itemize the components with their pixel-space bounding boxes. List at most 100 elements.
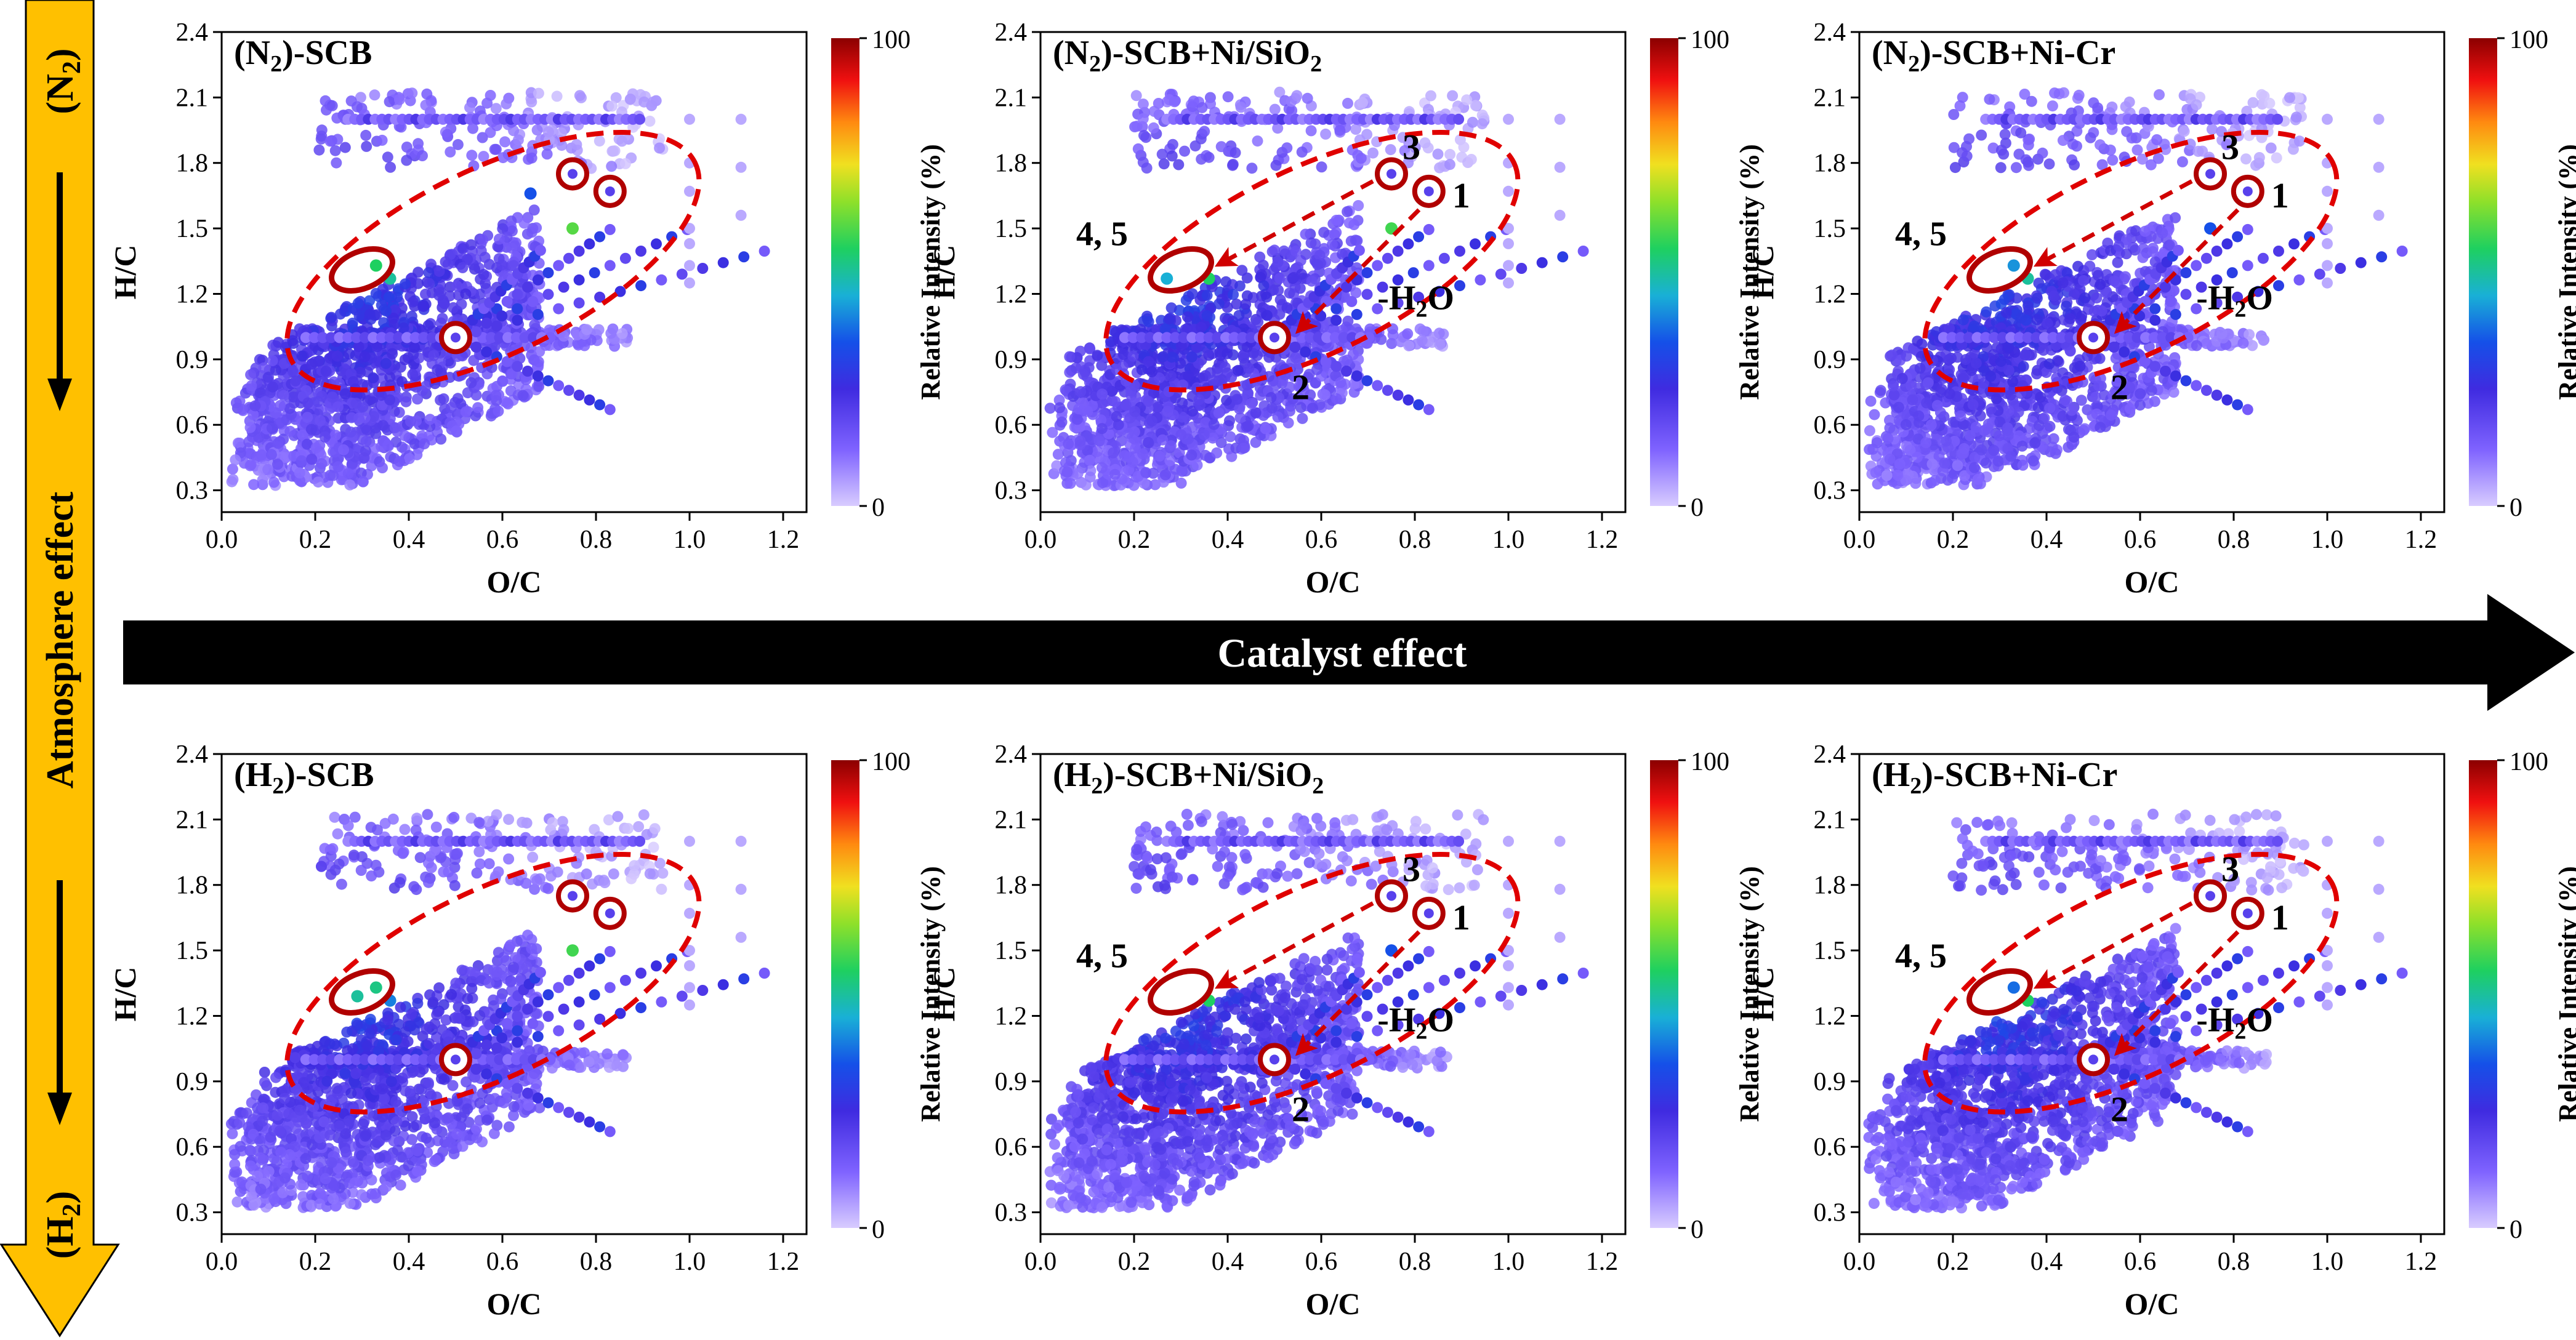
data-point — [1281, 142, 1293, 154]
data-point — [541, 148, 553, 160]
data-point — [1963, 133, 1975, 145]
data-point — [1475, 274, 1486, 286]
data-point — [230, 397, 242, 409]
data-point — [1407, 267, 1419, 279]
data-point — [262, 463, 274, 475]
data-point — [392, 291, 403, 303]
data-point — [542, 267, 554, 279]
data-point — [526, 96, 537, 108]
data-point — [1353, 200, 1364, 211]
data-point — [2048, 433, 2059, 444]
data-point — [1152, 402, 1163, 413]
data-point — [1111, 411, 1122, 422]
marker-label-2: 2 — [1292, 367, 1310, 407]
y-tick-label: 0.9 — [995, 346, 1028, 374]
data-point — [2170, 212, 2181, 223]
data-point — [445, 402, 457, 414]
data-point — [272, 438, 284, 449]
data-point — [1413, 399, 1425, 411]
data-point — [1198, 429, 1210, 441]
data-point — [377, 462, 388, 473]
data-point — [256, 449, 267, 461]
data-point — [2015, 127, 2027, 138]
cluster-label: 4, 5 — [1076, 215, 1128, 253]
data-point — [1246, 398, 1257, 409]
data-point — [1503, 260, 1514, 271]
data-point — [309, 340, 321, 352]
data-point — [479, 252, 491, 263]
data-point — [2240, 153, 2252, 165]
data-point — [466, 150, 478, 161]
data-point — [364, 295, 376, 307]
data-point — [1163, 401, 1175, 413]
data-point — [358, 452, 370, 463]
arrow-3-to-4-5 — [1214, 179, 1374, 267]
data-point — [684, 277, 695, 289]
data-point — [1173, 447, 1185, 459]
data-point — [2031, 314, 2043, 326]
data-point — [306, 454, 318, 465]
data-point — [1250, 436, 1262, 448]
data-point — [245, 369, 257, 380]
data-point — [610, 92, 622, 103]
data-point — [1231, 299, 1242, 310]
data-point — [1072, 468, 1084, 479]
data-point — [1195, 321, 1207, 333]
colorbar-max-label: 100 — [872, 26, 911, 54]
data-point — [510, 332, 522, 343]
data-point — [1274, 86, 1286, 98]
marker-center — [568, 169, 578, 179]
data-point — [1096, 423, 1108, 435]
data-point — [390, 436, 402, 448]
data-point — [581, 324, 593, 335]
data-point — [1330, 227, 1342, 238]
data-point — [433, 289, 445, 301]
data-point — [1454, 280, 1465, 292]
data-point — [359, 412, 371, 423]
data-point — [485, 332, 497, 343]
data-point — [594, 231, 606, 243]
data-point — [1173, 159, 1185, 171]
data-point — [1252, 316, 1264, 328]
data-point — [1203, 332, 1215, 343]
data-point — [1291, 90, 1303, 102]
data-point — [1186, 332, 1198, 343]
data-point — [532, 274, 544, 286]
data-point — [1320, 128, 1332, 140]
data-point — [2292, 92, 2304, 103]
data-point — [460, 288, 472, 300]
data-point — [1314, 249, 1326, 261]
data-point — [234, 438, 246, 449]
y-tick-label: 1.5 — [176, 215, 209, 243]
data-point — [2075, 395, 2087, 406]
data-point — [400, 278, 411, 290]
data-point — [478, 151, 489, 162]
data-point — [1258, 280, 1270, 292]
data-point — [1169, 332, 1181, 343]
data-point — [1109, 396, 1121, 407]
data-point — [1438, 252, 1450, 264]
data-point — [506, 243, 518, 254]
catalyst-effect-label: Catalyst effect — [1218, 631, 1467, 676]
data-point — [1467, 116, 1478, 128]
data-point — [735, 209, 747, 221]
data-point — [412, 393, 423, 405]
data-point — [1930, 475, 1941, 486]
data-point — [1392, 390, 1404, 401]
data-point — [1988, 444, 2000, 456]
data-point — [2100, 287, 2112, 299]
y-tick-label: 0.6 — [176, 411, 209, 439]
x-axis-label: O/C — [487, 564, 542, 599]
data-point — [1266, 403, 1278, 414]
data-point — [2287, 143, 2299, 155]
data-point — [353, 310, 365, 321]
data-point — [1300, 228, 1311, 240]
data-point — [1869, 409, 1880, 420]
data-point — [328, 470, 339, 481]
data-point — [512, 134, 524, 146]
data-point — [296, 350, 308, 362]
data-point — [424, 414, 436, 425]
data-point — [1119, 332, 1130, 343]
data-point — [2092, 270, 2104, 281]
data-point — [1316, 161, 1327, 173]
